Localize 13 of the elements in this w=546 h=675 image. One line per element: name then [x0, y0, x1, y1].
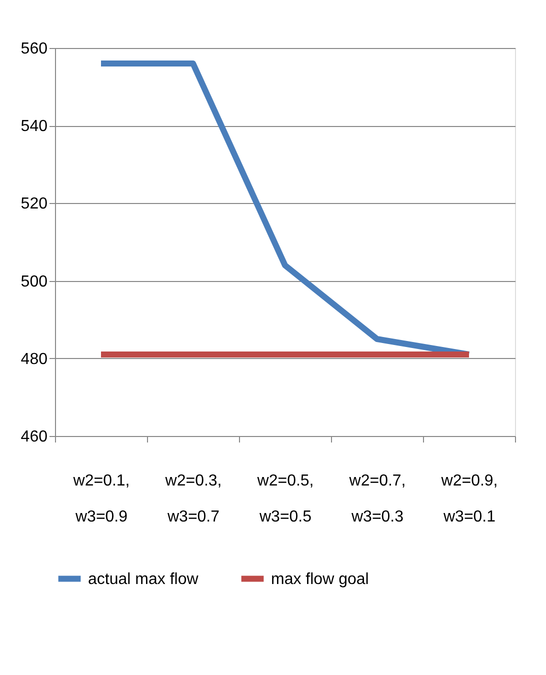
y-tick-label: 560: [20, 40, 48, 58]
legend-label: max flow goal: [271, 570, 369, 588]
y-tick-label: 500: [20, 273, 48, 290]
x-tick-label: w2=0.1, w3=0.9: [72, 472, 130, 526]
x-tick-label: w2=0.5, w3=0.5: [256, 472, 314, 526]
x-tick-label: w2=0.9, w3=0.1: [440, 472, 498, 526]
y-tick-label: 520: [20, 196, 48, 213]
y-tick-label: 460: [20, 428, 48, 446]
y-tick-label: 480: [20, 350, 48, 368]
x-tick-label: w2=0.7, w3=0.3: [348, 472, 406, 526]
x-tick-label: w2=0.3, w3=0.7: [164, 472, 222, 526]
y-tick-label: 540: [20, 118, 48, 136]
legend-label: actual max flow: [88, 570, 199, 588]
